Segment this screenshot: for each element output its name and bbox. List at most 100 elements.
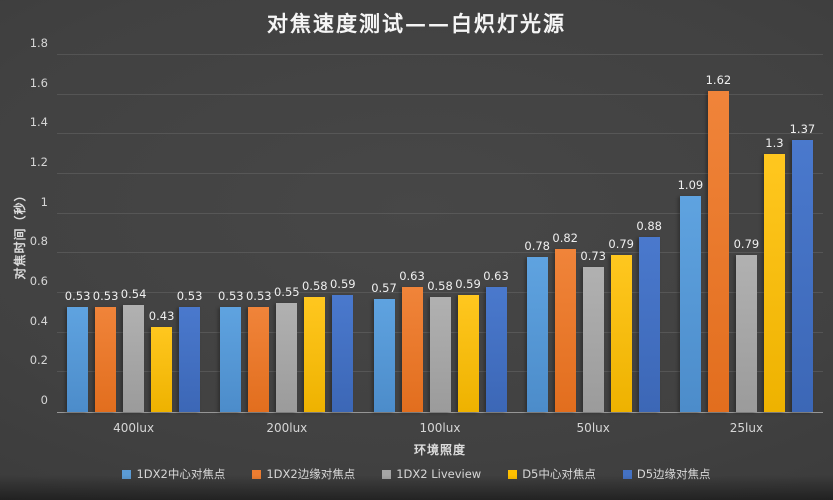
legend-item-1DX2中心对焦点: 1DX2中心对焦点 — [122, 466, 225, 482]
bar-D5边缘对焦点-100lux: 0.63 — [483, 269, 509, 412]
bar-1DX2边缘对焦点-100lux: 0.63 — [399, 269, 425, 412]
bar-D5中心对焦点-200lux: 0.58 — [302, 279, 328, 412]
bar-fill — [401, 287, 423, 412]
bar-value-label: 1.3 — [765, 136, 784, 151]
bar-fill — [638, 237, 660, 412]
bar-fill — [791, 140, 813, 412]
bar-1DX2边缘对焦点-25lux: 1.62 — [706, 73, 731, 412]
bar-fill — [582, 267, 604, 412]
bar-1DX2 Liveview-50lux: 0.73 — [580, 249, 606, 412]
y-tick-label: 1.6 — [29, 75, 48, 90]
bar-1DX2中心对焦点-50lux: 0.78 — [524, 239, 550, 412]
bar-value-label: 0.57 — [371, 280, 397, 295]
bar-fill — [763, 154, 785, 412]
x-tick-label: 100lux — [419, 421, 461, 435]
bar-1DX2中心对焦点-100lux: 0.57 — [371, 281, 397, 412]
x-tick-labels: 400lux 200lux 100lux 50lux 25lux — [57, 421, 823, 435]
bar-D5边缘对焦点-400lux: 0.53 — [177, 289, 202, 412]
bar-fill — [429, 296, 451, 412]
bar-1DX2 Liveview-25lux: 0.79 — [734, 237, 759, 412]
bar-D5边缘对焦点-50lux: 0.88 — [636, 219, 662, 412]
bar-value-label: 1.09 — [677, 177, 704, 192]
bar-1DX2 Liveview-400lux: 0.54 — [121, 287, 146, 412]
legend-item-D5中心对焦点: D5中心对焦点 — [508, 466, 596, 482]
y-tick-label: 0.6 — [29, 274, 48, 288]
bar-fill — [554, 249, 576, 412]
bar-value-label: 0.53 — [176, 288, 203, 303]
x-tick-label: 200lux — [266, 421, 308, 435]
legend-label: 1DX2 Liveview — [396, 467, 482, 481]
gridline — [57, 54, 823, 55]
bar-value-label: 0.53 — [217, 288, 244, 303]
bar-group-400lux: 0.53 0.53 0.54 0.43 0.53 — [57, 55, 210, 412]
bar-1DX2边缘对焦点-200lux: 0.53 — [246, 289, 272, 412]
bar-group-50lux: 0.78 0.82 0.73 0.79 0.88 — [517, 55, 670, 412]
chart-title: 对焦速度测试——白炽灯光源 — [267, 11, 566, 36]
bar-group-100lux: 0.57 0.63 0.58 0.59 0.63 — [363, 55, 516, 412]
gridline — [57, 173, 823, 174]
legend-swatch — [382, 469, 392, 479]
bar-value-label: 0.55 — [273, 284, 300, 299]
bar-fill — [151, 326, 173, 412]
bar-value-label: 0.59 — [329, 276, 356, 291]
bar-fill — [95, 306, 117, 412]
gridline — [57, 93, 823, 95]
legend-swatch — [508, 469, 518, 479]
bar-D5边缘对焦点-25lux: 1.37 — [790, 122, 815, 412]
plot-area: 0 0.2 0.4 0.6 0.8 1 1.2 1.4 1.6 1.8 0.53 0.53 0.54 0… — [30, 37, 823, 435]
bar-value-label: 1.62 — [705, 72, 732, 87]
legend-swatch — [122, 469, 132, 479]
bar-1DX2边缘对焦点-50lux: 0.82 — [552, 231, 578, 412]
y-tick-label: 0 — [40, 393, 48, 407]
legend-item-D5边缘对焦点: D5边缘对焦点 — [622, 466, 711, 482]
legend-label: D5中心对焦点 — [522, 467, 596, 481]
bar-fill — [679, 195, 701, 412]
y-tick-label: 0.4 — [29, 313, 48, 328]
bar-value-label: 0.53 — [64, 288, 91, 303]
bar-value-label: 0.59 — [455, 276, 481, 291]
bar-fill — [248, 306, 270, 412]
x-tick-label: 25lux — [729, 421, 764, 435]
bar-1DX2中心对焦点-200lux: 0.53 — [218, 289, 244, 412]
bar-groups: 0.53 0.53 0.54 0.43 0.53 0.53 0.53 0.55 0.58 0.59… — [57, 55, 823, 412]
bar-D5边缘对焦点-200lux: 0.59 — [330, 277, 356, 412]
x-tick-label: 400lux — [113, 421, 155, 435]
bar-value-label: 0.88 — [636, 219, 663, 234]
bar-1DX2中心对焦点-400lux: 0.53 — [65, 289, 90, 412]
bar-1DX2 Liveview-100lux: 0.58 — [427, 279, 453, 412]
bar-D5中心对焦点-50lux: 0.79 — [608, 237, 634, 412]
bar-value-label: 0.79 — [733, 237, 760, 252]
legend-item-1DX2 Liveview: 1DX2 Liveview — [382, 467, 481, 481]
bar-1DX2边缘对焦点-400lux: 0.53 — [93, 289, 118, 412]
bar-fill — [332, 294, 354, 412]
bar-D5中心对焦点-25lux: 1.3 — [763, 136, 785, 412]
bar-fill — [276, 302, 298, 412]
bar-fill — [304, 296, 326, 412]
bar-value-label: 0.58 — [427, 278, 453, 293]
bar-value-label: 0.54 — [120, 286, 147, 301]
bar-value-label: 0.63 — [399, 269, 425, 284]
bar-D5中心对焦点-400lux: 0.43 — [149, 309, 174, 412]
bar-fill — [457, 294, 479, 412]
legend-swatch — [252, 469, 262, 479]
bar-value-label: 0.63 — [483, 269, 509, 284]
bar-fill — [123, 304, 145, 412]
x-axis-line — [57, 412, 823, 413]
bar-value-label: 0.53 — [92, 288, 119, 303]
legend: 1DX2中心对焦点 1DX2边缘对焦点 1DX2 Liveview D5中心对焦点 D5… — [0, 466, 833, 482]
bar-value-label: 1.37 — [789, 122, 816, 137]
bar-fill — [735, 255, 757, 412]
bar-fill — [373, 298, 395, 412]
bar-value-label: 0.53 — [245, 288, 272, 303]
gridline — [57, 292, 823, 293]
gridline — [57, 212, 823, 214]
bar-value-label: 0.58 — [301, 278, 328, 293]
bar-value-label: 0.43 — [148, 308, 175, 323]
bar-fill — [485, 287, 507, 412]
bar-D5中心对焦点-100lux: 0.59 — [455, 277, 481, 412]
bar-1DX2中心对焦点-25lux: 1.09 — [678, 178, 703, 412]
y-tick-label: 0.2 — [29, 353, 48, 368]
y-tick-label: 1.8 — [29, 36, 48, 50]
bar-fill — [179, 306, 201, 412]
